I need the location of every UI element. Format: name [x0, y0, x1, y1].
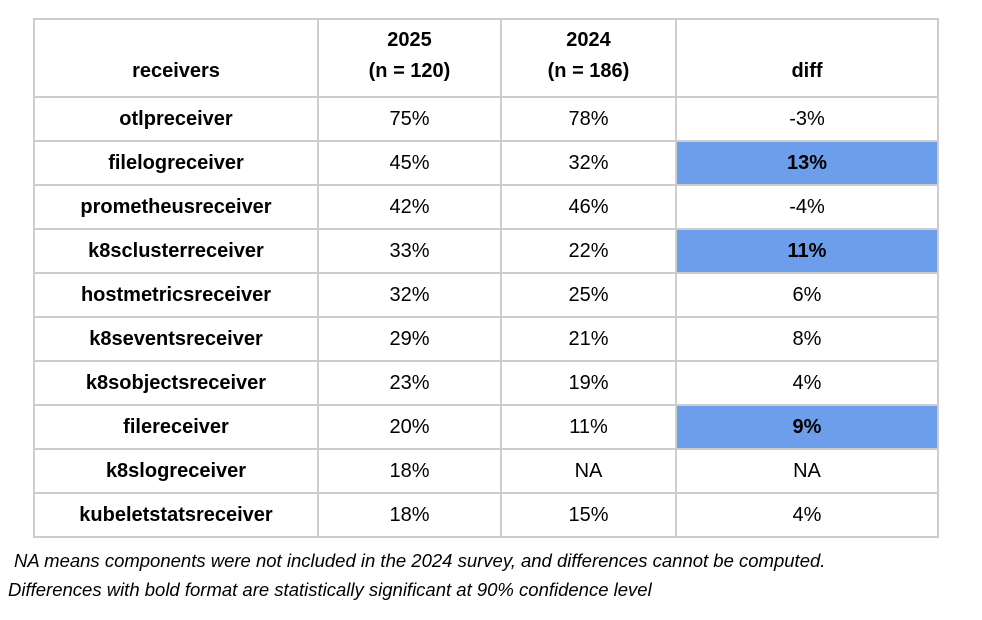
diff-value-cell: 6% — [675, 272, 939, 318]
diff-value-cell: 9% — [675, 404, 939, 450]
receiver-name-cell: otlpreceiver — [33, 96, 319, 142]
diff-value-cell: 4% — [675, 360, 939, 406]
header-label-diff: diff — [791, 60, 823, 82]
table-row: k8seventsreceiver 29% 21% 8% — [33, 316, 939, 362]
receiver-name-cell: k8slogreceiver — [33, 448, 319, 494]
header-cell-diff: diff — [675, 18, 939, 98]
value-2024-cell: 25% — [500, 272, 677, 318]
value-2025-cell: 75% — [317, 96, 502, 142]
receivers-comparison-table: receivers 2025 (n = 120) 2024 (n = 186) … — [33, 18, 939, 538]
table-row: filelogreceiver 45% 32% 13% — [33, 140, 939, 186]
header-label-receivers: receivers — [132, 60, 220, 82]
value-2024-cell: 78% — [500, 96, 677, 142]
receivers-comparison-table-container: receivers 2025 (n = 120) 2024 (n = 186) … — [33, 18, 939, 538]
value-2025-cell: 45% — [317, 140, 502, 186]
diff-value-cell: 11% — [675, 228, 939, 274]
value-2025-cell: 33% — [317, 228, 502, 274]
receiver-name-cell: hostmetricsreceiver — [33, 272, 319, 318]
table-row: k8sclusterreceiver 33% 22% 11% — [33, 228, 939, 274]
header-label-2024-year: 2024 — [566, 29, 611, 51]
value-2025-cell: 42% — [317, 184, 502, 230]
diff-value-cell: -4% — [675, 184, 939, 230]
header-label-2024-n: (n = 186) — [547, 60, 630, 82]
receiver-name-cell: k8sclusterreceiver — [33, 228, 319, 274]
table-header-row: receivers 2025 (n = 120) 2024 (n = 186) … — [33, 18, 939, 98]
table-row: kubeletstatsreceiver 18% 15% 4% — [33, 492, 939, 538]
footnotes: NA means components were not included in… — [0, 546, 982, 604]
receiver-name-cell: filereceiver — [33, 404, 319, 450]
footnote-significance: Differences with bold format are statist… — [8, 579, 652, 600]
value-2024-cell: 22% — [500, 228, 677, 274]
header-cell-2025: 2025 (n = 120) — [317, 18, 502, 98]
value-2024-cell: 32% — [500, 140, 677, 186]
header-cell-2024: 2024 (n = 186) — [500, 18, 677, 98]
receiver-name-cell: kubeletstatsreceiver — [33, 492, 319, 538]
receiver-name-cell: k8seventsreceiver — [33, 316, 319, 362]
footnote-na-explanation: NA means components were not included in… — [14, 550, 826, 571]
value-2025-cell: 18% — [317, 492, 502, 538]
table-row: k8slogreceiver 18% NA NA — [33, 448, 939, 494]
value-2025-cell: 29% — [317, 316, 502, 362]
value-2024-cell: 15% — [500, 492, 677, 538]
table-body: receivers 2025 (n = 120) 2024 (n = 186) … — [33, 18, 939, 538]
value-2025-cell: 23% — [317, 360, 502, 406]
value-2025-cell: 20% — [317, 404, 502, 450]
value-2024-cell: 11% — [500, 404, 677, 450]
value-2024-cell: 46% — [500, 184, 677, 230]
diff-value-cell: 4% — [675, 492, 939, 538]
value-2025-cell: 32% — [317, 272, 502, 318]
diff-value-cell: 8% — [675, 316, 939, 362]
value-2024-cell: 19% — [500, 360, 677, 406]
value-2024-cell: NA — [500, 448, 677, 494]
receiver-name-cell: k8sobjectsreceiver — [33, 360, 319, 406]
table-row: prometheusreceiver 42% 46% -4% — [33, 184, 939, 230]
diff-value-cell: 13% — [675, 140, 939, 186]
receiver-name-cell: filelogreceiver — [33, 140, 319, 186]
value-2025-cell: 18% — [317, 448, 502, 494]
table-row: filereceiver 20% 11% 9% — [33, 404, 939, 450]
receiver-name-cell: prometheusreceiver — [33, 184, 319, 230]
table-row: k8sobjectsreceiver 23% 19% 4% — [33, 360, 939, 406]
table-row: otlpreceiver 75% 78% -3% — [33, 96, 939, 142]
header-cell-receivers: receivers — [33, 18, 319, 98]
diff-value-cell: NA — [675, 448, 939, 494]
value-2024-cell: 21% — [500, 316, 677, 362]
header-label-2025-n: (n = 120) — [368, 60, 451, 82]
header-label-2025-year: 2025 — [387, 29, 432, 51]
table-row: hostmetricsreceiver 32% 25% 6% — [33, 272, 939, 318]
diff-value-cell: -3% — [675, 96, 939, 142]
